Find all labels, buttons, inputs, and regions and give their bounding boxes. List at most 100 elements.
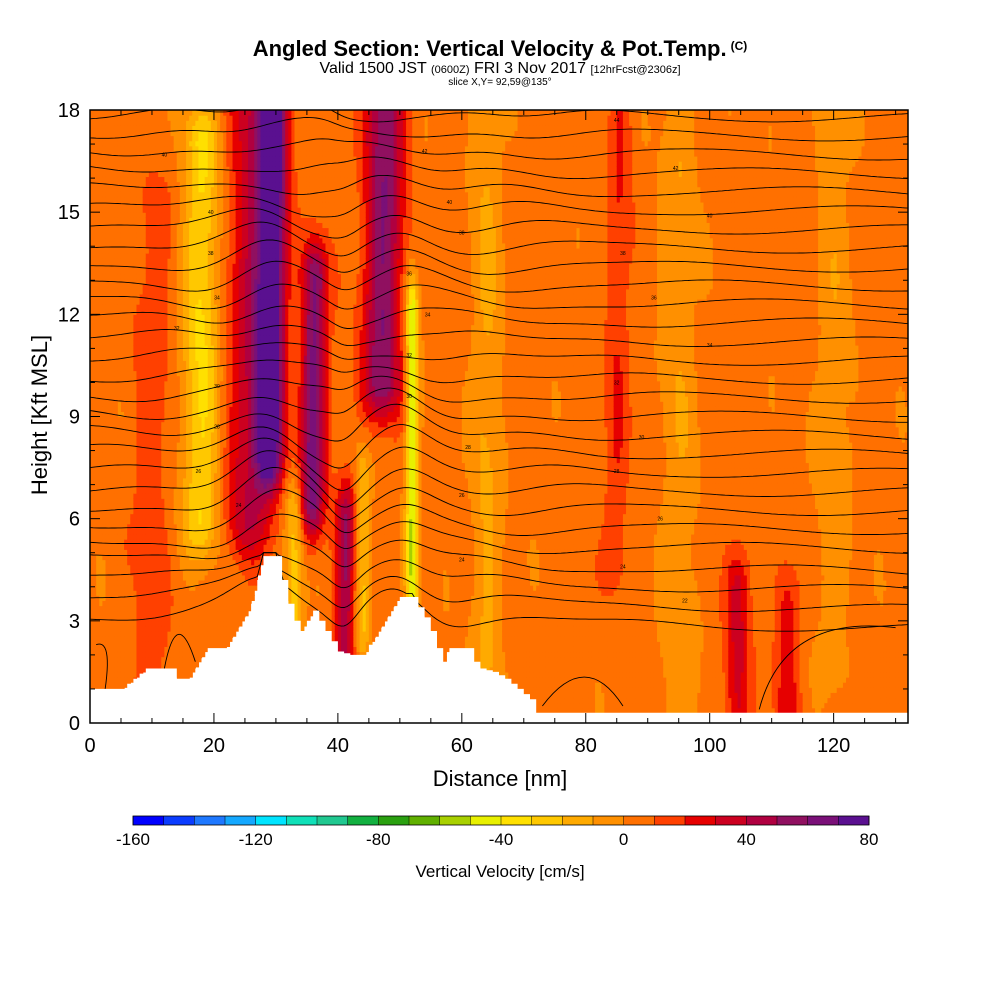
velocity-cell bbox=[96, 585, 100, 591]
velocity-cell bbox=[161, 442, 165, 448]
velocity-cell bbox=[148, 181, 153, 188]
velocity-cell bbox=[117, 130, 122, 137]
velocity-cell bbox=[120, 309, 125, 315]
velocity-cell bbox=[105, 365, 110, 372]
velocity-cell bbox=[142, 605, 147, 612]
velocity-cell bbox=[124, 559, 128, 566]
velocity-cell bbox=[114, 625, 119, 632]
velocity-cell bbox=[93, 518, 97, 525]
velocity-cell bbox=[145, 161, 150, 167]
velocity-cell bbox=[151, 615, 156, 622]
velocity-cell bbox=[117, 314, 122, 321]
velocity-cell bbox=[164, 585, 169, 591]
velocity-cell bbox=[145, 365, 150, 372]
velocity-cell bbox=[99, 426, 103, 433]
velocity-cell bbox=[90, 666, 94, 673]
velocity-cell bbox=[148, 625, 153, 632]
velocity-cell bbox=[136, 508, 141, 515]
velocity-cell bbox=[102, 370, 107, 377]
velocity-cell bbox=[148, 503, 153, 510]
velocity-cell bbox=[161, 232, 165, 239]
velocity-cell bbox=[93, 339, 97, 346]
velocity-cell bbox=[124, 181, 128, 188]
velocity-cell bbox=[108, 523, 113, 530]
velocity-cell bbox=[161, 350, 165, 356]
velocity-cell bbox=[96, 401, 100, 407]
velocity-cell bbox=[114, 299, 119, 305]
velocity-cell bbox=[111, 493, 116, 499]
velocity-cell bbox=[145, 636, 150, 642]
velocity-cell bbox=[127, 360, 131, 367]
velocity-cell bbox=[145, 528, 150, 535]
velocity-cell bbox=[108, 539, 113, 545]
velocity-cell bbox=[133, 181, 138, 188]
velocity-cell bbox=[142, 140, 147, 147]
velocity-cell bbox=[142, 365, 147, 372]
velocity-cell bbox=[139, 135, 144, 142]
velocity-cell bbox=[120, 615, 125, 622]
velocity-cell bbox=[127, 115, 131, 121]
velocity-cell bbox=[139, 176, 144, 183]
velocity-cell bbox=[114, 416, 119, 423]
velocity-cell bbox=[161, 406, 165, 412]
velocity-cell bbox=[161, 293, 165, 300]
velocity-cell bbox=[145, 120, 150, 126]
velocity-cell bbox=[102, 186, 107, 193]
velocity-cell bbox=[124, 217, 128, 223]
velocity-cell bbox=[151, 523, 156, 530]
velocity-cell bbox=[111, 227, 116, 234]
velocity-cell bbox=[117, 503, 122, 510]
velocity-cell bbox=[161, 115, 165, 121]
velocity-cell bbox=[93, 493, 97, 499]
velocity-cell bbox=[136, 488, 141, 494]
velocity-cell bbox=[145, 396, 150, 402]
vertical-velocity-field bbox=[90, 110, 908, 719]
velocity-cell bbox=[139, 329, 144, 336]
velocity-cell bbox=[161, 610, 165, 617]
velocity-cell bbox=[90, 268, 94, 275]
velocity-cell bbox=[158, 253, 162, 259]
velocity-cell bbox=[155, 411, 159, 418]
velocity-cell bbox=[120, 564, 125, 571]
velocity-cell bbox=[145, 554, 150, 561]
velocity-cell bbox=[117, 579, 122, 586]
velocity-cell bbox=[108, 130, 113, 137]
velocity-cell bbox=[161, 273, 165, 280]
velocity-cell bbox=[111, 145, 116, 152]
velocity-cell bbox=[151, 447, 156, 453]
velocity-cell bbox=[142, 615, 147, 622]
velocity-cell bbox=[105, 207, 110, 213]
velocity-cell bbox=[102, 488, 107, 494]
velocity-cell bbox=[133, 212, 138, 218]
velocity-cell bbox=[105, 625, 110, 632]
velocity-cell bbox=[93, 610, 97, 617]
velocity-cell bbox=[117, 217, 122, 223]
velocity-cell bbox=[136, 431, 141, 438]
velocity-cell bbox=[133, 268, 138, 275]
velocity-cell bbox=[136, 467, 141, 474]
velocity-cell bbox=[145, 625, 150, 632]
velocity-cell bbox=[114, 493, 119, 499]
velocity-cell bbox=[158, 319, 162, 326]
velocity-cell bbox=[124, 115, 128, 121]
velocity-cell bbox=[158, 350, 162, 356]
velocity-cell bbox=[102, 365, 107, 372]
velocity-cell bbox=[124, 513, 128, 520]
velocity-cell bbox=[96, 615, 100, 622]
velocity-cell bbox=[96, 462, 100, 469]
velocity-cell bbox=[133, 661, 138, 668]
velocity-cell bbox=[96, 600, 100, 607]
velocity-cell bbox=[96, 482, 100, 489]
velocity-cell bbox=[108, 533, 113, 540]
velocity-cell bbox=[164, 452, 169, 458]
velocity-cell bbox=[99, 569, 103, 576]
velocity-cell bbox=[108, 115, 113, 121]
velocity-cell bbox=[139, 472, 144, 479]
velocity-cell bbox=[90, 426, 94, 433]
velocity-cell bbox=[133, 559, 138, 566]
velocity-cell bbox=[93, 656, 97, 663]
velocity-cell bbox=[96, 334, 100, 341]
velocity-cell bbox=[90, 544, 94, 550]
velocity-cell bbox=[161, 258, 165, 264]
velocity-cell bbox=[111, 585, 116, 591]
